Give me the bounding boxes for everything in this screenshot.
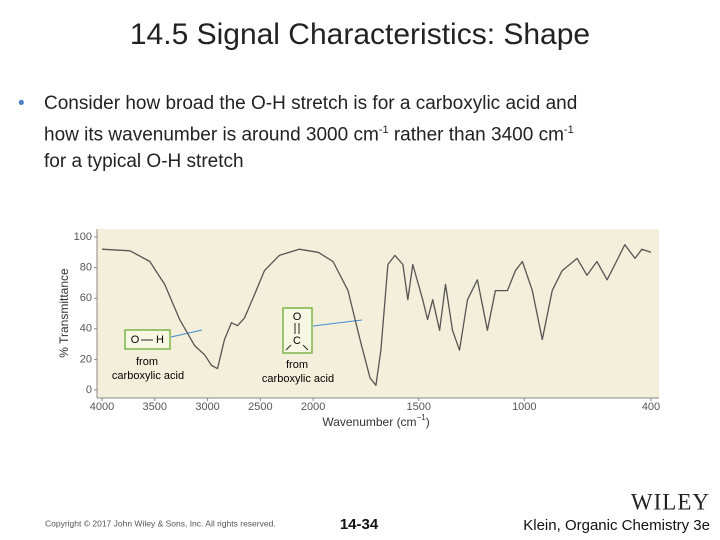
x-tick-label: 3500 bbox=[143, 401, 167, 413]
atom: H bbox=[156, 334, 164, 346]
text: how its wavenumber is around 3000 cm bbox=[44, 124, 379, 146]
x-tick-label: 2000 bbox=[301, 401, 325, 413]
annotation-box bbox=[282, 307, 313, 354]
annotation-text: from bbox=[286, 359, 308, 371]
text: Wavenumber (cm bbox=[322, 415, 416, 429]
text: for a typical O-H stretch bbox=[44, 151, 244, 173]
copyright: Copyright © 2017 John Wiley & Sons, Inc.… bbox=[45, 518, 276, 528]
x-axis-label: Wavenumber (cm−1) bbox=[322, 413, 429, 429]
x-tick-label: 1500 bbox=[406, 401, 430, 413]
page-number: 14-34 bbox=[340, 516, 379, 533]
arrow bbox=[312, 319, 363, 327]
y-tick-label: 0 bbox=[86, 384, 92, 396]
x-tick-label: 4000 bbox=[90, 401, 114, 413]
x-tick-label: 2500 bbox=[248, 401, 272, 413]
atom: O bbox=[131, 334, 140, 346]
x-tick-label: 400 bbox=[642, 401, 660, 413]
y-axis-label: % Transmittance bbox=[57, 268, 71, 358]
bond bbox=[285, 344, 292, 351]
slide-title: 14.5 Signal Characteristics: Shape bbox=[129, 18, 591, 51]
bullet-line: how its wavenumber is around 3000 cm-1 r… bbox=[18, 117, 577, 148]
y-tick-label: 100 bbox=[74, 231, 92, 243]
x-tick-label: 1000 bbox=[512, 401, 536, 413]
superscript: −1 bbox=[417, 413, 427, 422]
y-tick-label: 40 bbox=[80, 323, 92, 335]
bond bbox=[302, 344, 309, 351]
annotation-text: from bbox=[136, 356, 158, 368]
bullet-line: for a typical O-H stretch bbox=[18, 148, 577, 175]
atom: C bbox=[293, 335, 301, 347]
superscript: -1 bbox=[563, 124, 574, 136]
book-credit: Klein, Organic Chemistry 3e bbox=[523, 517, 710, 534]
y-tick-label: 20 bbox=[80, 353, 92, 365]
text: ) bbox=[426, 415, 430, 429]
x-tick-label: 3000 bbox=[195, 401, 219, 413]
bullet: • Consider how broad the O-H stretch is … bbox=[18, 90, 577, 175]
y-tick-label: 60 bbox=[80, 292, 92, 304]
spectrum-line bbox=[101, 244, 652, 387]
arrow bbox=[170, 329, 203, 338]
atom: O bbox=[293, 311, 302, 323]
logo: WILEY bbox=[631, 489, 710, 514]
annotation-text: carboxylic acid bbox=[112, 370, 184, 382]
text: Consider how broad the O-H stretch is fo… bbox=[44, 93, 578, 114]
superscript: -1 bbox=[378, 124, 389, 136]
bullet-dot: • bbox=[18, 93, 25, 114]
bullet-line: Consider how broad the O-H stretch is fo… bbox=[18, 90, 577, 117]
text: rather than 3400 cm bbox=[388, 124, 564, 146]
y-tick-label: 80 bbox=[80, 262, 92, 274]
annotation-text: carboxylic acid bbox=[262, 373, 334, 385]
